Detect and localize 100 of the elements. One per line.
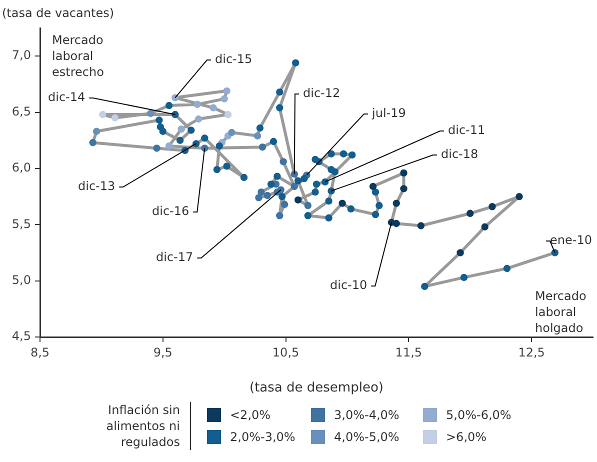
point bbox=[254, 132, 262, 140]
x-tick-label: 10,5 bbox=[272, 345, 300, 360]
point bbox=[276, 212, 284, 220]
point bbox=[216, 142, 224, 150]
annotation: Mercado laboral holgado bbox=[535, 289, 586, 336]
annotation: dic-14 bbox=[48, 90, 86, 104]
point bbox=[294, 177, 302, 184]
point bbox=[223, 87, 230, 95]
point bbox=[372, 210, 380, 218]
point bbox=[338, 200, 346, 207]
point bbox=[300, 174, 308, 182]
x-axis-title: (tasa de desempleo) bbox=[250, 380, 384, 396]
annotation: jul-19 bbox=[371, 106, 406, 120]
y-tick-label: 6,0 bbox=[12, 160, 31, 175]
point bbox=[421, 282, 428, 290]
point bbox=[392, 200, 400, 207]
point bbox=[456, 249, 464, 256]
legend-label: 2,0%-3,0% bbox=[230, 430, 296, 444]
point bbox=[210, 104, 217, 112]
point bbox=[270, 138, 278, 146]
point bbox=[325, 197, 332, 205]
annotation: dic-13 bbox=[78, 179, 116, 194]
point bbox=[481, 223, 488, 230]
point bbox=[194, 115, 202, 123]
x-tick-label: 11,5 bbox=[395, 345, 422, 360]
point bbox=[280, 200, 288, 208]
legend-label: <2,0% bbox=[230, 408, 271, 422]
point bbox=[290, 170, 298, 178]
y-tick-label: 7,0 bbox=[12, 48, 31, 62]
point bbox=[290, 182, 298, 190]
point bbox=[188, 126, 195, 134]
point bbox=[176, 136, 184, 144]
annotation: Mercado laboral estrecho bbox=[52, 33, 104, 80]
point bbox=[92, 128, 100, 135]
point bbox=[551, 249, 559, 256]
y-tick-label: 6,5 bbox=[12, 104, 31, 118]
point bbox=[503, 264, 511, 272]
point bbox=[460, 274, 468, 282]
legend-title: Inflación sin alimentos ni regulados bbox=[80, 402, 191, 450]
point bbox=[156, 116, 163, 124]
point bbox=[165, 142, 173, 150]
x-tick-label: 12,5 bbox=[518, 345, 545, 360]
y-axis-title: (tasa de vacantes) bbox=[2, 6, 114, 20]
point bbox=[192, 140, 200, 148]
point bbox=[369, 182, 377, 190]
annotation: dic-16 bbox=[152, 204, 190, 218]
point bbox=[340, 150, 348, 158]
point bbox=[258, 144, 266, 151]
point bbox=[312, 180, 320, 188]
point bbox=[488, 203, 496, 210]
y-tick-label: 4,5 bbox=[12, 329, 31, 344]
point bbox=[278, 192, 286, 200]
point bbox=[89, 139, 96, 146]
point bbox=[417, 222, 425, 230]
point bbox=[172, 110, 179, 118]
x-tick-label: 8,5 bbox=[30, 345, 50, 360]
legend-label: >6,0% bbox=[446, 430, 487, 444]
point bbox=[165, 102, 173, 110]
point bbox=[240, 174, 248, 182]
point bbox=[292, 59, 300, 66]
point bbox=[264, 192, 271, 200]
annotation: dic-17 bbox=[156, 250, 194, 264]
point bbox=[194, 100, 201, 108]
point bbox=[294, 196, 302, 204]
point bbox=[280, 158, 287, 166]
point bbox=[328, 150, 335, 158]
point bbox=[276, 88, 284, 96]
point bbox=[276, 104, 284, 112]
annotation: dic-18 bbox=[441, 147, 478, 162]
y-tick-label: 5,5 bbox=[12, 216, 31, 231]
annotation: dic-11 bbox=[448, 123, 486, 138]
point bbox=[312, 188, 319, 196]
point bbox=[274, 172, 281, 180]
point bbox=[99, 110, 106, 118]
point bbox=[466, 210, 474, 217]
point bbox=[348, 151, 356, 159]
point bbox=[224, 110, 232, 118]
point bbox=[516, 192, 523, 200]
annotation: dic-15 bbox=[215, 52, 252, 66]
point bbox=[153, 144, 160, 152]
point bbox=[267, 180, 275, 188]
annotation: dic-12 bbox=[303, 86, 340, 100]
annotation: dic-10 bbox=[330, 278, 368, 292]
x-tick-label: 9,5 bbox=[153, 345, 172, 360]
legend-label: 3,0%-4,0% bbox=[334, 408, 400, 422]
annotation: ene-10 bbox=[550, 233, 592, 248]
point bbox=[304, 202, 312, 210]
point bbox=[376, 202, 383, 210]
legend-label: 4,0%-5,0% bbox=[334, 430, 400, 444]
point bbox=[201, 134, 208, 142]
point bbox=[147, 110, 154, 117]
point bbox=[111, 114, 119, 122]
point bbox=[304, 212, 312, 220]
point bbox=[325, 214, 332, 222]
point bbox=[400, 169, 408, 177]
legend-label: 5,0%-6,0% bbox=[446, 408, 512, 422]
point bbox=[159, 128, 166, 135]
point bbox=[372, 188, 380, 196]
point bbox=[256, 124, 264, 132]
point bbox=[172, 94, 179, 102]
